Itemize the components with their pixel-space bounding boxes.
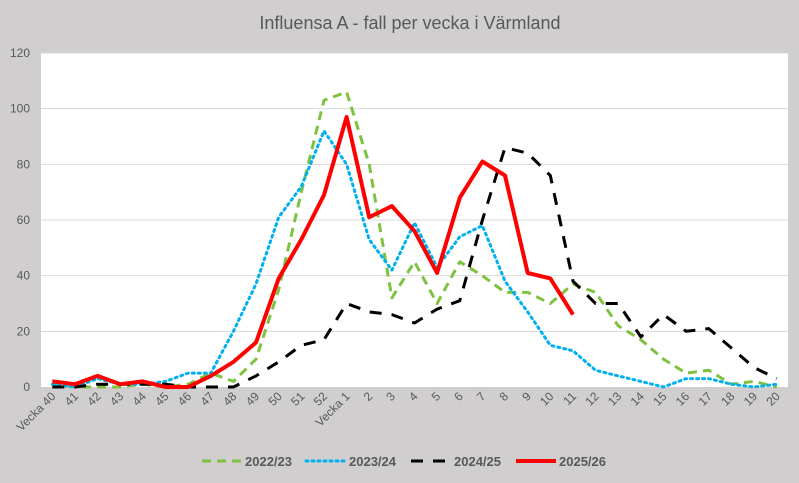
x-tick-label: 7 [474,389,489,404]
x-tick-label: 12 [582,389,602,409]
series-line-2025-26 [52,115,575,389]
y-tick-label: 40 [17,269,31,283]
y-tick-label: 60 [17,213,31,227]
x-tick-label: 44 [130,389,150,409]
x-tick-label: 48 [220,389,240,409]
x-tick-label: 17 [696,389,716,409]
x-tick-label: 10 [537,389,557,409]
y-tick-label: 20 [17,324,31,338]
x-tick-label: 47 [198,389,218,409]
legend-label: 2024/25 [454,454,501,469]
x-tick-label: 50 [265,389,285,409]
x-tick-label: 45 [152,389,172,409]
legend-item: 2025/26 [516,454,606,469]
legend-item: 2023/24 [304,454,397,469]
x-tick-label: 42 [84,389,104,409]
legend-item: 2022/23 [202,454,292,469]
legend-label: 2025/26 [559,454,606,469]
x-tick-label: 20 [763,389,783,409]
x-tick-label: 15 [650,389,670,409]
x-tick-label: Vecka 40 [14,389,59,434]
x-tick-label: 5 [429,389,444,404]
y-tick-label: 120 [10,46,30,60]
x-tick-label: 19 [741,389,761,409]
x-tick-label: 46 [175,389,195,409]
x-tick-label: 18 [718,389,738,409]
x-tick-label: 41 [62,389,82,409]
x-tick-label: 49 [243,389,263,409]
chart-title: Influensa A - fall per vecka i Värmland [259,13,560,33]
series-line-2023-24 [50,129,779,389]
legend-item: 2024/25 [411,454,501,469]
y-tick-label: 0 [23,380,30,394]
y-tick-label: 80 [17,157,31,171]
x-tick-label: 11 [560,389,579,408]
x-tick-label: 14 [628,389,648,409]
x-tick-label: 4 [406,389,421,404]
x-tick-label: 51 [288,389,308,409]
x-tick-label: 16 [673,389,693,409]
legend-label: 2023/24 [349,454,397,469]
x-tick-label: 8 [497,389,512,404]
x-tick-label: 43 [107,389,127,409]
x-tick-label: 9 [519,389,534,404]
legend-label: 2022/23 [245,454,292,469]
x-tick-label: 13 [605,389,625,409]
x-tick-label: 3 [383,389,398,404]
x-tick-label: 2 [361,389,376,404]
x-tick-label: 6 [451,389,466,404]
y-tick-label: 100 [10,102,30,116]
